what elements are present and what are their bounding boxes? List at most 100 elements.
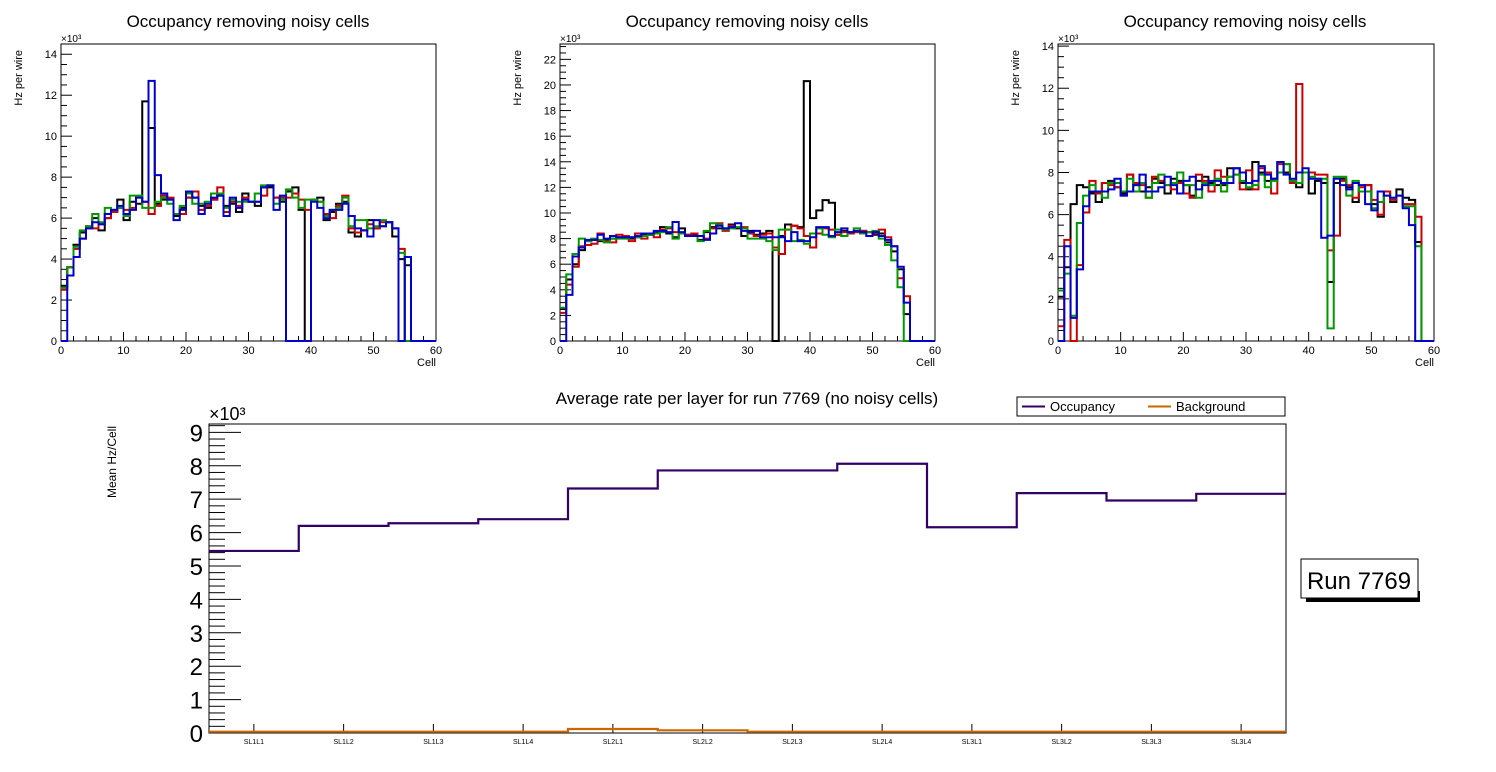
x-tick-label: 10 [117,345,129,357]
x-axis-label: Cell [916,357,935,369]
y-tick-label: 8 [1048,167,1054,179]
legend-label-background: Background [1176,399,1245,414]
x-tick-label: 40 [305,345,317,357]
annotation-box [1300,558,1419,599]
x-axis-label: Cell [417,357,436,369]
x-tick-label: 0 [557,345,563,357]
chart-title: Occupancy removing noisy cells [626,12,869,31]
y-tick-label: 8 [190,454,203,481]
y-tick-label: 8 [51,172,57,184]
y-tick-label: 9 [190,420,203,447]
x-tick-label: 60 [430,345,442,357]
x-tick-label: 60 [929,345,941,357]
y-axis-label: Mean Hz/Cell [105,426,119,498]
series-line-layer-4 [61,79,436,342]
series-line-layer-2 [560,222,935,342]
histogram-panel-3: Occupancy removing noisy cells 0 2 4 6 8 10 12 1… [1010,12,1440,369]
y-tick-label: 2 [550,310,556,322]
y-axis-label: Hz per wire [13,50,25,106]
series-line-layer-1 [560,80,935,342]
x-tick-label: 50 [367,345,379,357]
y-tick-label: 7 [190,487,203,514]
plot-frame [60,43,437,342]
y-tick-label: 16 [544,131,556,143]
series-line-layer-2 [1058,83,1434,342]
y-tick-label: 2 [51,295,57,307]
y-tick-label: 8 [550,234,556,246]
y-tick-label: 6 [190,521,203,548]
y-tick-label: 14 [45,49,57,61]
y-tick-label: 14 [1042,41,1054,53]
y-tick-label: 3 [190,621,203,648]
x-tick-label: 20 [180,345,192,357]
histogram-panel-2: Occupancy removing noisy cells 0 2 4 6 8 10 12 1… [512,12,941,369]
y-tick-label: 4 [51,254,57,266]
y-tick-label: 0 [51,336,57,348]
x-tick-label: SL3L3 [1141,739,1161,746]
x-tick-label: SL1L2 [334,739,354,746]
y-tick-label: 0 [1048,336,1054,348]
run-annotation: Run 7769 [1300,558,1420,602]
y-tick-label: 12 [1042,83,1054,95]
series-line-layer-4 [560,220,935,342]
y-tick-label: 18 [544,106,556,118]
y-tick-label: 12 [544,182,556,194]
x-tick-label: SL1L1 [244,739,264,746]
plot-frame [208,423,1287,734]
x-tick-label: 10 [616,345,628,357]
x-tick-label: 30 [1240,345,1252,357]
x-tick-label: SL1L3 [423,739,443,746]
series-line-layer-4 [1058,160,1434,342]
y-tick-label: 2 [190,654,203,681]
chart-title: Occupancy removing noisy cells [1124,12,1367,31]
x-tick-label: 0 [1055,345,1061,357]
y-axis-label: Hz per wire [1010,50,1022,106]
y-tick-label: 0 [550,336,556,348]
y-tick-label: 2 [1048,294,1054,306]
y-tick-label: 4 [190,587,203,614]
legend: Occupancy Background [1016,396,1286,417]
x-tick-label: SL2L2 [693,739,713,746]
y-tick-label: 12 [45,90,57,102]
x-tick-label: 20 [1177,345,1189,357]
x-tick-label: SL1L4 [513,739,533,746]
x-tick-label: 10 [1115,345,1127,357]
x-tick-label: 40 [804,345,816,357]
y-tick-label: 6 [51,213,57,225]
chart-title: Occupancy removing noisy cells [127,12,370,31]
x-tick-label: 50 [866,345,878,357]
y-tick-label: 10 [544,208,556,220]
y-tick-label: 6 [550,259,556,271]
x-tick-label: 30 [741,345,753,357]
layer-rate-chart: Average rate per layer for run 7769 (no … [105,389,1287,748]
series-line-occupancy [209,462,1286,553]
x-tick-label: SL3L4 [1231,739,1251,746]
y-multiplier-label: ×10³ [560,34,581,45]
y-tick-label: 20 [544,80,556,92]
x-tick-label: SL3L2 [1052,739,1072,746]
plot-frame [559,43,936,342]
y-axis-label: Hz per wire [512,50,524,106]
chart-title: Average rate per layer for run 7769 (no … [556,389,938,408]
y-tick-label: 14 [544,157,556,169]
y-tick-label: 5 [190,554,203,581]
y-tick-label: 0 [190,721,203,748]
y-tick-label: 4 [550,285,556,297]
y-multiplier-label: ×10³ [61,34,82,45]
series-line-background [209,727,1286,733]
x-tick-label: 0 [58,345,64,357]
y-tick-label: 4 [1048,252,1054,264]
x-tick-label: 40 [1303,345,1315,357]
y-tick-label: 10 [1042,125,1054,137]
x-tick-label: SL2L1 [603,739,623,746]
x-tick-label: 50 [1365,345,1377,357]
y-multiplier-label: ×10³ [209,404,246,424]
annotation-text: Run 7769 [1307,568,1411,595]
x-tick-label: SL2L4 [872,739,892,746]
y-multiplier-label: ×10³ [1058,34,1079,45]
y-tick-label: 6 [1048,210,1054,222]
x-tick-label: SL2L3 [782,739,802,746]
x-tick-label: 60 [1428,345,1440,357]
x-tick-label: 20 [679,345,691,357]
